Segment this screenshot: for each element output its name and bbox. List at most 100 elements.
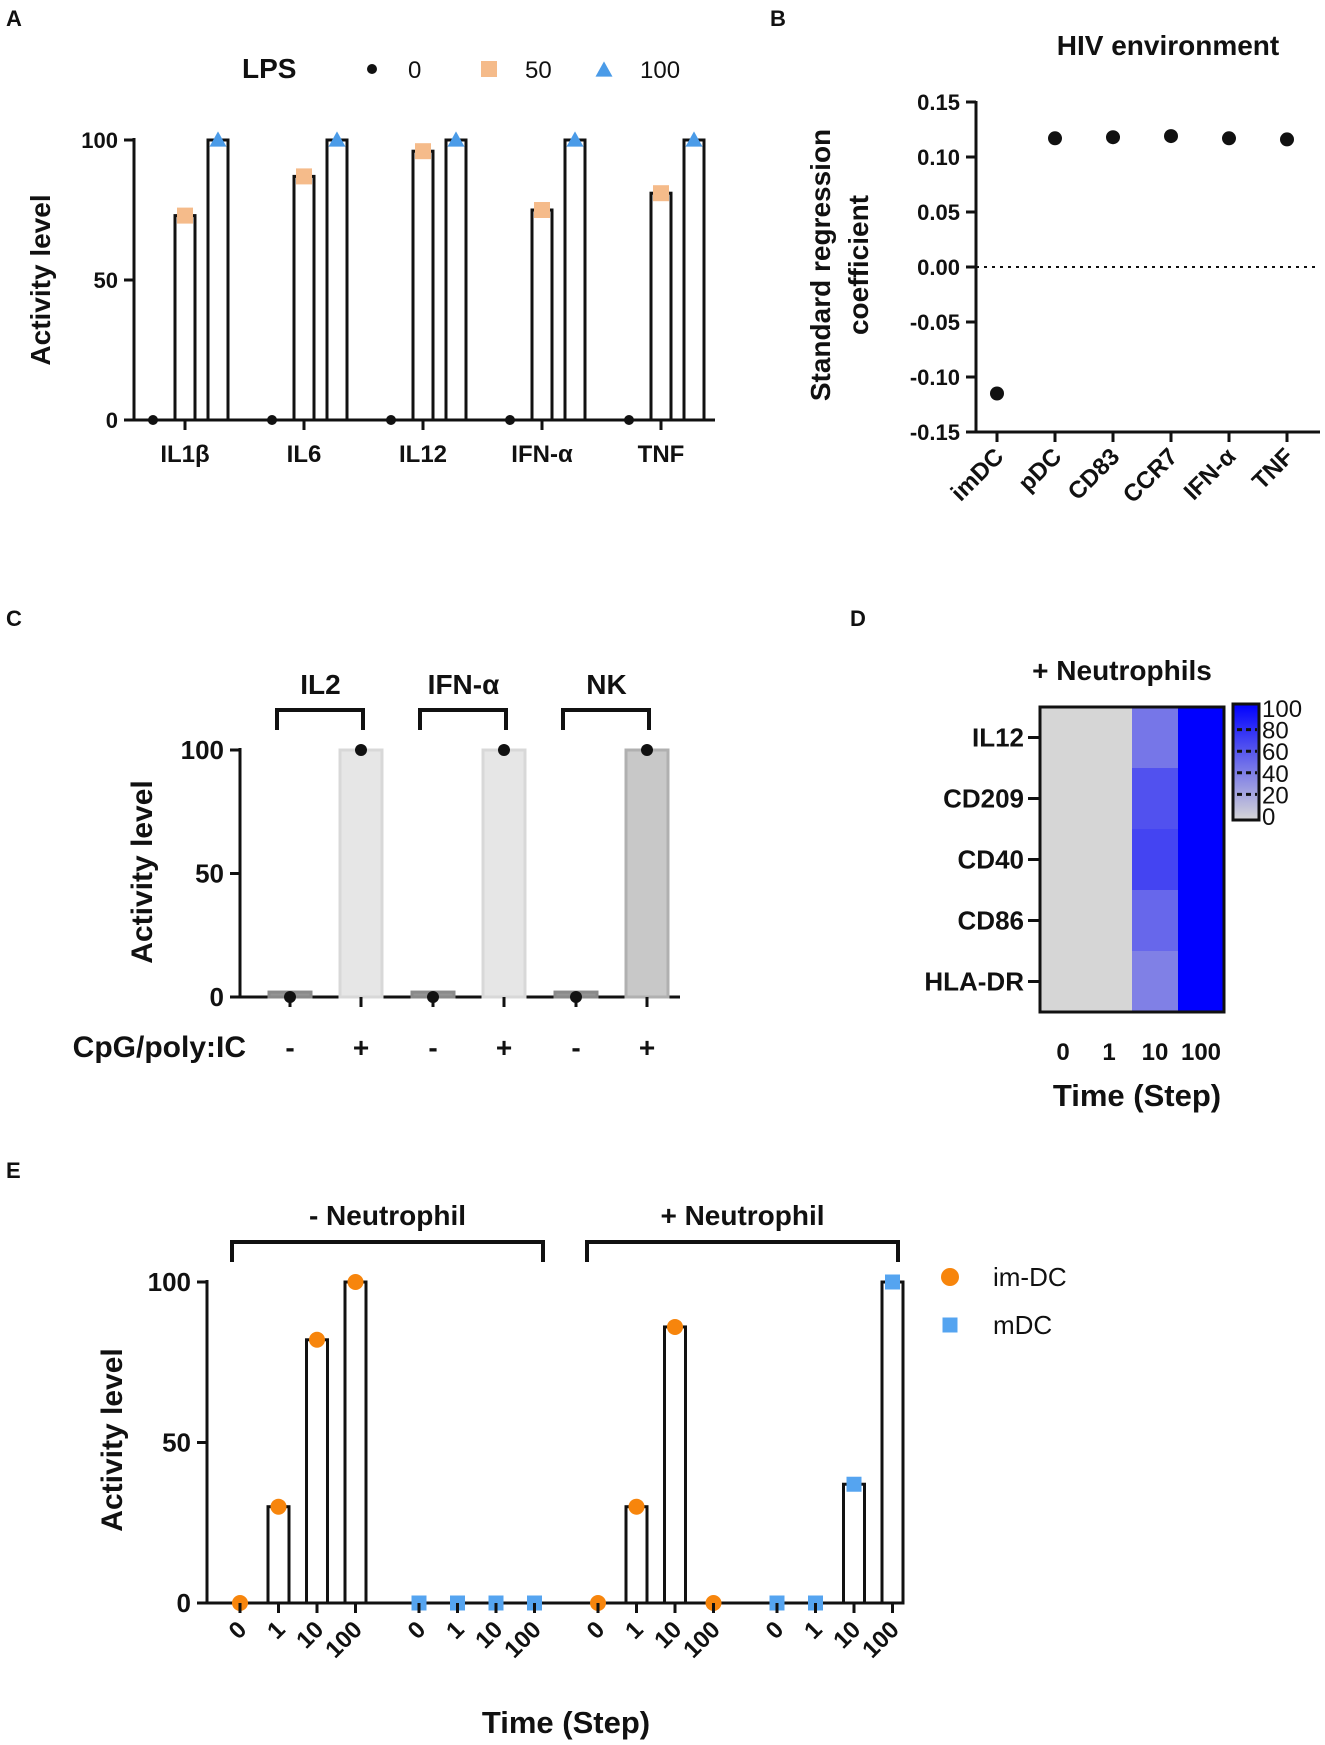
e-bar — [624, 1505, 649, 1605]
a-bar — [563, 138, 587, 422]
b-y-tick-label: 0.15 — [917, 90, 960, 115]
e-point-imdc — [628, 1498, 645, 1515]
e-x-axis-title: Time (Step) — [482, 1705, 650, 1740]
e-x-tick-label: 1 — [799, 1616, 828, 1645]
c-point — [641, 744, 653, 756]
a-legend-label: 0 — [408, 57, 421, 84]
e-bar — [663, 1325, 687, 1605]
d-row-label: CD40 — [958, 845, 1024, 875]
e-x-tick-label: 0 — [403, 1616, 432, 1645]
c-treatment-level: - — [571, 1032, 580, 1063]
a-bar — [292, 174, 316, 422]
e-x-tick-label: 100 — [857, 1616, 904, 1663]
b-y-tick-label: 0.00 — [917, 255, 960, 280]
a-x-tick-label: IFN-α — [511, 441, 573, 468]
e-legend-label: im-DC — [993, 1262, 1067, 1292]
d-row-label: CD209 — [943, 784, 1024, 814]
d-cell — [1040, 707, 1087, 769]
d-cell — [1086, 707, 1133, 769]
e-group-label: + Neutrophil — [660, 1200, 824, 1231]
a-point-lps0 — [386, 415, 396, 425]
e-bar — [305, 1338, 329, 1605]
b-title: HIV environment — [1057, 30, 1279, 61]
a-point-lps50 — [534, 202, 550, 218]
e-point-imdc — [270, 1498, 287, 1515]
d-cell — [1086, 829, 1133, 891]
d-row-label: CD86 — [958, 906, 1024, 936]
b-x-tick-label: imDC — [946, 443, 1009, 506]
b-point — [1106, 130, 1120, 145]
a-y-tick-label: 100 — [81, 128, 118, 153]
b-y-tick-label: -0.10 — [910, 365, 960, 390]
panel-c-chart: 0 50 100 Activity level CpG/poly:IC - + IL2 - + IF… — [73, 669, 680, 1064]
e-point-imdc — [309, 1331, 325, 1348]
d-colorbar-tick-label: 60 — [1262, 739, 1289, 766]
c-group-bracket — [561, 708, 651, 730]
b-y-tick-label: 0.10 — [917, 145, 960, 170]
a-bar — [173, 214, 197, 422]
e-legend-label: mDC — [993, 1310, 1052, 1340]
panel-label-c: C — [6, 606, 22, 631]
a-x-tick-label: IL12 — [399, 441, 447, 468]
b-y-axis-title-line1: Standard regression — [805, 129, 836, 401]
e-group-label: - Neutrophil — [309, 1200, 466, 1231]
c-treatment-level: - — [428, 1032, 437, 1063]
a-x-tick-label: IL6 — [287, 441, 322, 468]
a-point-lps100 — [447, 131, 465, 147]
d-x-axis-title: Time (Step) — [1053, 1078, 1221, 1113]
d-cell — [1178, 951, 1225, 1013]
b-point — [1222, 131, 1236, 146]
e-y-tick-label: 0 — [177, 1588, 191, 1618]
c-group-label: NK — [586, 669, 626, 700]
c-group-bracket — [418, 708, 508, 730]
d-row-label: IL12 — [972, 723, 1024, 753]
d-cell — [1178, 890, 1225, 952]
e-x-tick-label: 0 — [761, 1616, 790, 1645]
a-bar — [682, 138, 706, 422]
panel-label-e: E — [6, 1158, 21, 1183]
c-group-label: IFN-α — [428, 669, 500, 700]
d-cell — [1040, 768, 1087, 830]
a-point-lps0 — [624, 415, 634, 425]
b-x-tick-label: TNF — [1247, 443, 1299, 495]
a-point-lps50 — [415, 143, 431, 160]
panel-label-d: D — [850, 606, 866, 631]
c-treatment-level: + — [496, 1032, 512, 1063]
e-x-tick-label: 1 — [441, 1616, 470, 1645]
a-bar — [411, 149, 435, 422]
d-cell — [1178, 707, 1225, 769]
c-treatment-level: - — [285, 1032, 294, 1063]
c-y-tick-label: 0 — [210, 982, 224, 1012]
d-row-label: HLA-DR — [924, 967, 1024, 997]
b-x-tick-label: CCR7 — [1118, 443, 1183, 508]
d-cell — [1040, 951, 1087, 1013]
a-legend-marker — [481, 61, 497, 77]
a-point-lps100 — [685, 131, 703, 147]
c-treatment-level: + — [639, 1032, 655, 1063]
d-cell — [1086, 768, 1133, 830]
a-point-lps0 — [267, 415, 277, 425]
a-legend-label: 50 — [525, 57, 552, 84]
c-y-tick-label: 50 — [195, 859, 224, 889]
e-point-imdc — [347, 1274, 364, 1290]
panel-a-chart: 0 50 100 Activity level IL1β IL6 IL12 IFN-α TNF L… — [25, 53, 715, 468]
e-y-tick-label: 100 — [148, 1267, 191, 1297]
a-y-axis-title: Activity level — [25, 194, 56, 365]
d-cell — [1132, 829, 1179, 891]
e-point-imdc — [667, 1318, 683, 1335]
d-cell — [1132, 951, 1179, 1013]
d-cell — [1132, 768, 1179, 830]
a-legend-marker — [595, 61, 613, 77]
d-cell — [1086, 890, 1133, 952]
a-bar — [530, 208, 554, 422]
e-x-tick-label: 100 — [499, 1616, 546, 1663]
c-y-axis-title: Activity level — [126, 780, 159, 963]
e-bar — [880, 1280, 905, 1605]
a-point-lps0 — [505, 415, 515, 425]
b-point — [1048, 131, 1062, 146]
e-bar — [266, 1505, 291, 1605]
d-cell — [1178, 768, 1225, 830]
a-bar — [444, 138, 468, 422]
